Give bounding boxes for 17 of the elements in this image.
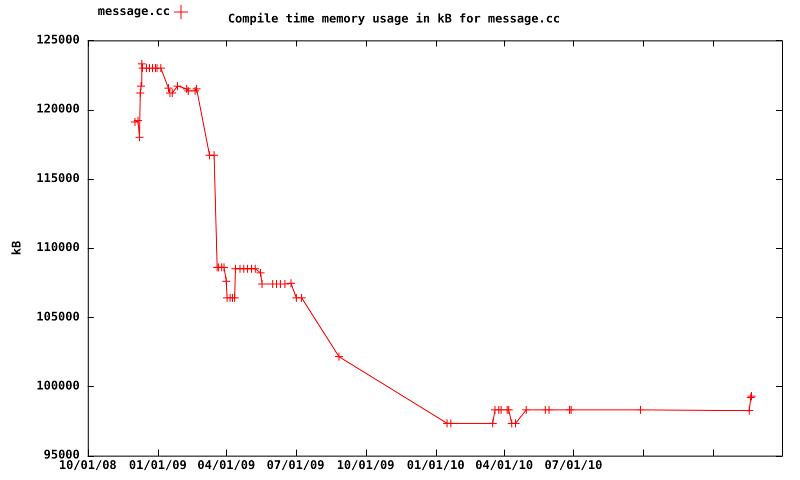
x-tick-label: 10/01/09 (336, 458, 394, 472)
y-tick-label: 125000 (36, 32, 80, 47)
y-tick-label: 105000 (36, 309, 80, 324)
x-tick-label: 04/01/09 (197, 458, 256, 472)
x-tick-label: 01/01/10 (406, 458, 465, 472)
x-tick-label: 04/01/10 (475, 458, 534, 472)
x-tick-label: 07/01/09 (266, 458, 324, 472)
y-tick-label: 110000 (36, 240, 80, 254)
y-tick-label: 100000 (36, 378, 80, 393)
y-tick-label: 115000 (36, 170, 80, 185)
x-tick-label: 01/01/09 (128, 458, 187, 472)
x-tick-label: 07/01/10 (544, 458, 602, 472)
chart-title: Compile time memory usage in kB for message.cc (228, 11, 560, 26)
x-tick-label: 10/01/08 (58, 458, 117, 472)
y-tick-label: 120000 (36, 102, 80, 116)
legend-label: message.cc (98, 4, 170, 18)
y-axis-title: kB (9, 240, 24, 256)
